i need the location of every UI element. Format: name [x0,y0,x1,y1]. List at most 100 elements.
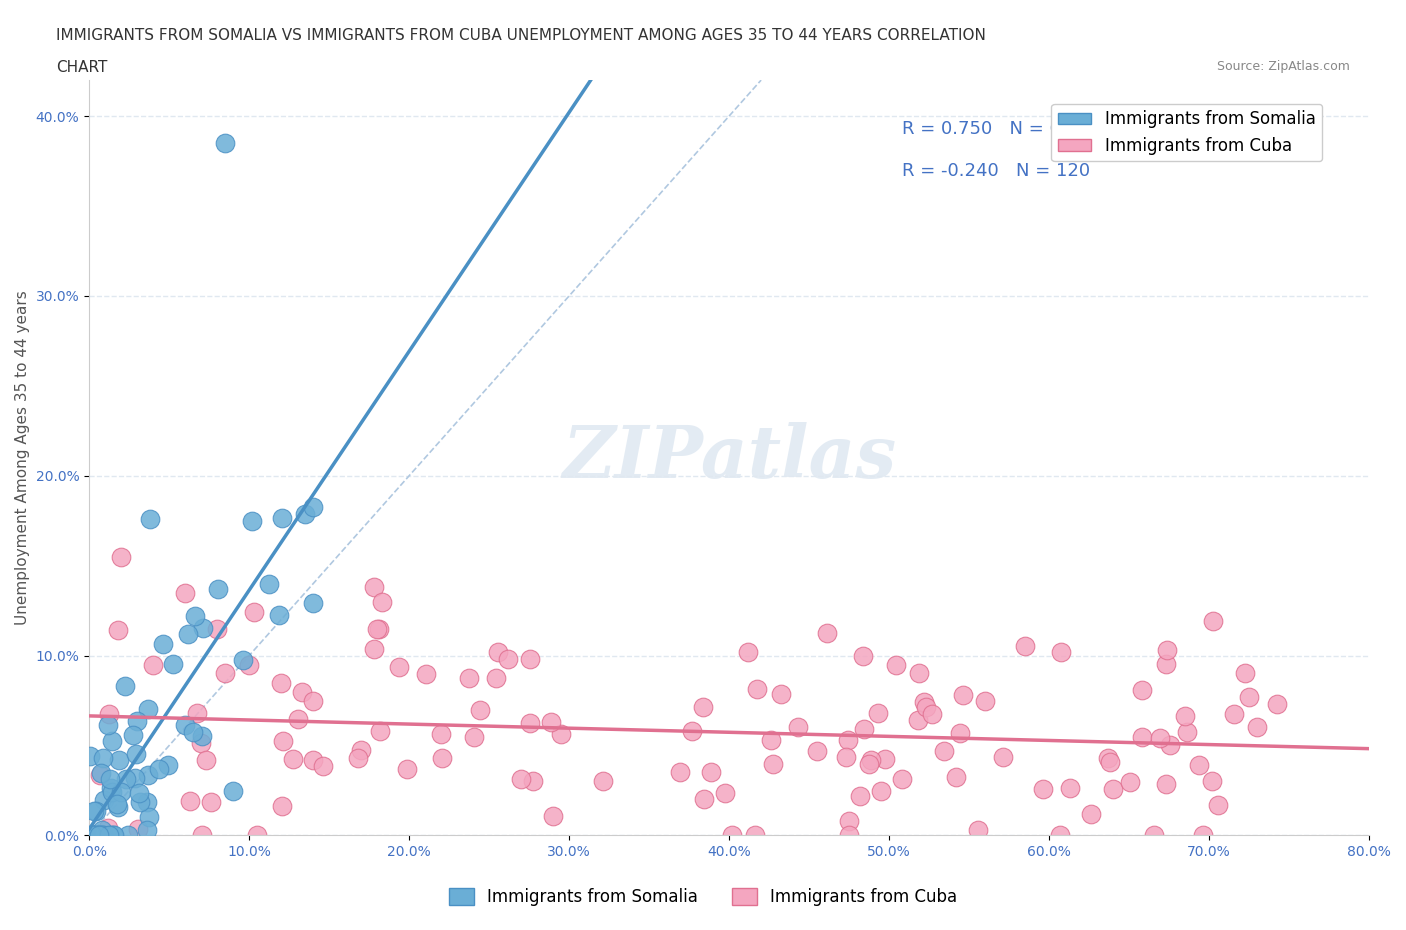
Point [91,828,114,843]
Point [83,804,105,818]
Point [302,693,325,708]
Point [1175,724,1198,739]
Point [669,764,692,779]
Point [432,751,454,765]
Point [110,785,132,800]
Point [246,828,269,843]
Point [222,784,245,799]
Point [852,722,875,737]
Point [107,800,129,815]
Point [1059,780,1081,795]
Point [174,585,197,600]
Point [312,759,335,774]
Point [294,507,316,522]
Point [737,644,759,659]
Point [115,772,138,787]
Point [128,785,150,800]
Point [1032,781,1054,796]
Point [1099,754,1122,769]
Point [1265,697,1288,711]
Point [496,651,519,666]
Point [101,734,124,749]
Point [371,594,394,609]
Point [932,744,955,759]
Point [350,743,373,758]
Point [592,774,614,789]
Point [1130,729,1153,744]
Point [271,734,294,749]
Point [1097,751,1119,766]
Point [700,764,723,779]
Point [142,658,165,672]
Point [156,757,179,772]
Point [138,512,160,526]
Point [1014,639,1036,654]
Point [522,773,544,788]
Point [486,644,509,659]
Point [870,783,893,798]
Point [173,717,195,732]
Y-axis label: Unemployment Among Ages 35 to 44 years: Unemployment Among Ages 35 to 44 years [15,290,30,625]
Point [1174,709,1197,724]
Point [269,607,291,622]
Point [759,733,782,748]
Point [949,725,972,740]
Point [1202,613,1225,628]
Point [214,666,236,681]
Point [84,804,107,818]
Point [89,768,111,783]
Point [1049,828,1071,843]
Point [838,828,860,843]
Point [519,715,541,730]
Point [162,657,184,671]
Point [135,795,157,810]
Point [835,750,858,764]
Point [744,828,766,843]
Point [91,828,114,843]
Point [93,751,115,765]
Point [122,727,145,742]
Point [114,679,136,694]
Point [124,771,146,786]
Point [240,513,263,528]
Point [89,828,111,843]
Point [125,713,148,728]
Legend: Immigrants from Somalia, Immigrants from Cuba: Immigrants from Somalia, Immigrants from… [443,881,963,912]
Point [87,828,110,843]
Point [721,828,744,843]
Point [270,511,292,525]
Point [148,762,170,777]
Point [125,747,148,762]
Point [207,582,229,597]
Point [1201,774,1223,789]
Point [107,623,129,638]
Point [1142,828,1164,843]
Point [692,699,714,714]
Point [884,658,907,672]
Point [138,810,160,825]
Point [907,713,929,728]
Point [98,707,121,722]
Point [363,642,385,657]
Point [87,828,110,843]
Point [952,688,974,703]
Point [86,828,108,843]
Point [110,550,132,565]
Point [415,667,437,682]
Point [105,796,128,811]
Point [84,828,107,843]
Point [214,136,236,151]
Point [485,671,508,685]
Point [1237,690,1260,705]
Point [1080,806,1102,821]
Point [519,651,541,666]
Point [243,605,266,620]
Point [991,750,1014,764]
Point [945,770,967,785]
Point [117,828,139,843]
Point [458,671,481,685]
Point [1223,707,1246,722]
Text: R = 0.750   N = 69: R = 0.750 N = 69 [901,120,1073,139]
Point [205,621,228,636]
Point [908,666,931,681]
